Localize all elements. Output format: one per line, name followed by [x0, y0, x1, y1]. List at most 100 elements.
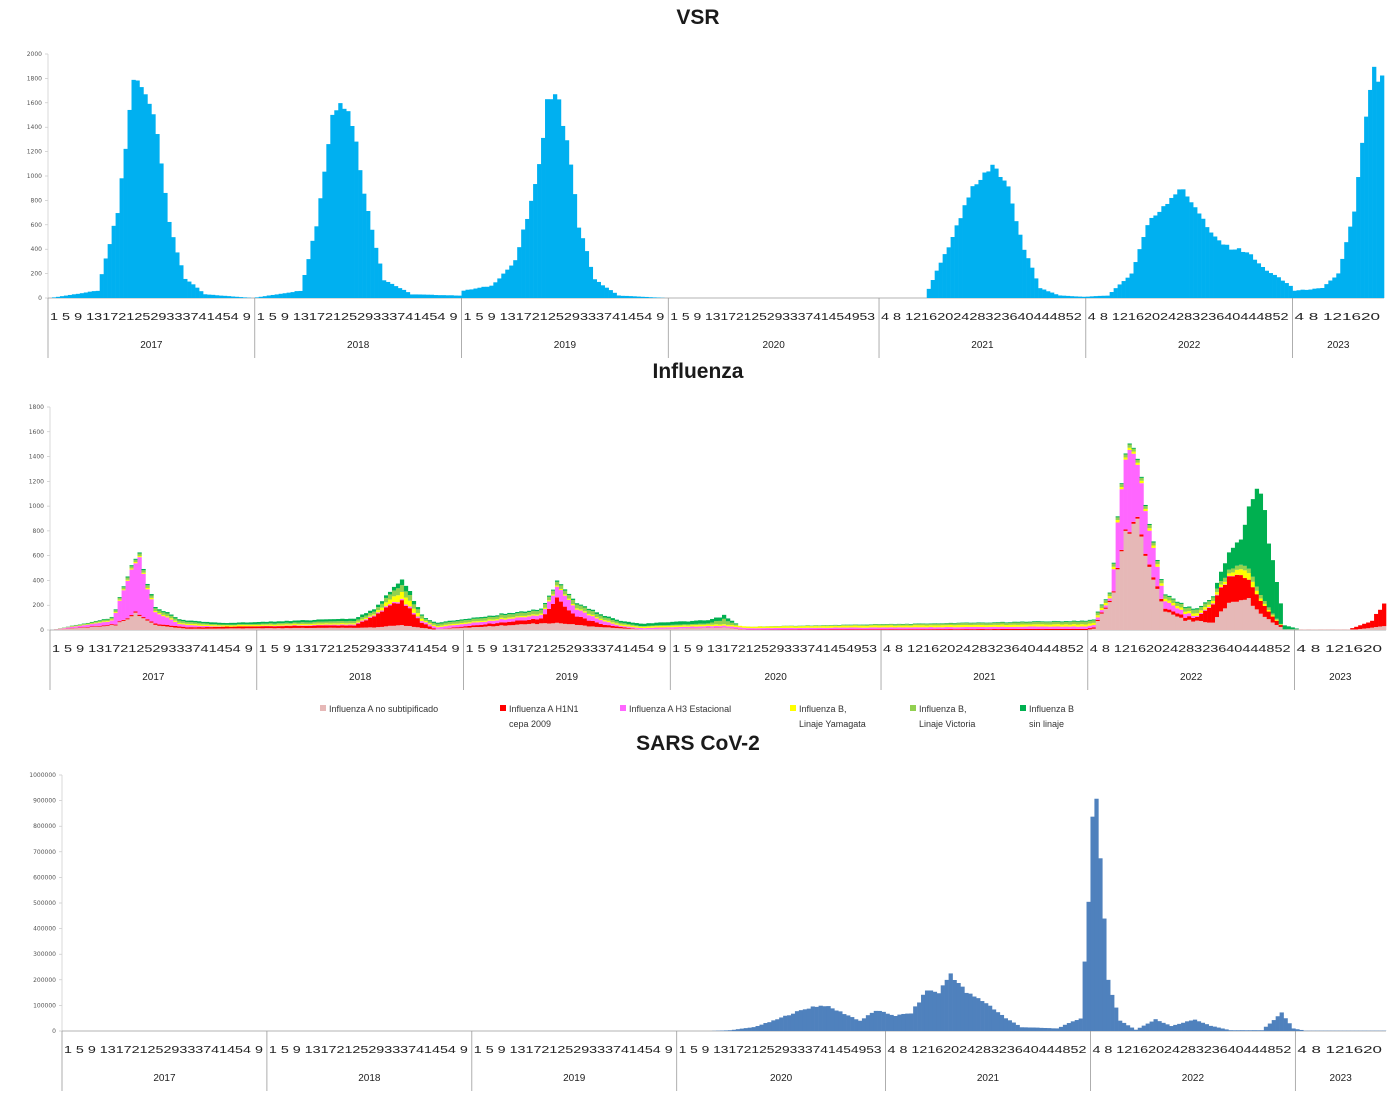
- influenza-bar-segment: [439, 623, 444, 626]
- influenza-week-labels-2017: 1 5 9 1317212529333741454 9: [52, 644, 253, 655]
- influenza-bar-segment: [173, 620, 178, 622]
- influenza-bar-segment: [554, 581, 560, 586]
- influenza-bar-segment: [380, 601, 385, 604]
- vsr-bar: [1380, 75, 1385, 299]
- sars-bar: [755, 1026, 760, 1031]
- influenza-bar-segment: [1095, 617, 1101, 620]
- vsr-bar: [218, 295, 224, 298]
- vsr-bar: [616, 295, 621, 298]
- vsr-bar: [1161, 206, 1166, 298]
- influenza-bar-segment: [256, 626, 262, 629]
- influenza-bar-segment: [574, 604, 580, 609]
- influenza-bar-segment: [209, 624, 214, 626]
- influenza-bar-segment: [721, 624, 727, 626]
- influenza-bar-segment: [332, 621, 337, 624]
- influenza-bar-segment: [352, 621, 357, 624]
- sars-bar: [1212, 1026, 1217, 1031]
- influenza-bar-segment: [1378, 626, 1383, 630]
- influenza-bar-segment: [57, 629, 63, 630]
- sars-bar: [1047, 1028, 1052, 1031]
- influenza-bar-segment: [372, 615, 377, 617]
- influenza-bar-segment: [1052, 620, 1057, 622]
- influenza-bar-segment: [642, 626, 647, 629]
- influenza-bar-segment: [380, 607, 385, 611]
- influenza-bar-segment: [845, 625, 850, 628]
- influenza-bar-segment: [220, 622, 226, 625]
- sars-bar: [857, 1020, 863, 1031]
- influenza-bar-segment: [527, 619, 532, 624]
- vsr-bar: [1240, 251, 1246, 298]
- influenza-bar-segment: [133, 563, 138, 612]
- influenza-bar-segment: [209, 628, 214, 630]
- influenza-bar-segment: [1207, 607, 1212, 623]
- influenza-bar-segment: [1282, 629, 1287, 630]
- influenza-bar-segment: [618, 628, 623, 630]
- influenza-bar-segment: [177, 619, 182, 621]
- influenza-bar-segment: [892, 629, 898, 630]
- influenza-bar-segment: [654, 625, 659, 627]
- influenza-bar-segment: [662, 622, 667, 626]
- influenza-bar-segment: [185, 627, 190, 629]
- sars-bar: [787, 1015, 792, 1031]
- influenza-bar-segment: [972, 624, 977, 627]
- influenza-bar-segment: [161, 612, 166, 615]
- influenza-bar-segment: [1055, 626, 1061, 629]
- vsr-bar: [183, 278, 188, 298]
- influenza-bar-segment: [324, 623, 329, 625]
- influenza-bar-segment: [1163, 601, 1168, 609]
- influenza-week-labels-2022: 4 8 1216202428323640444852: [1090, 644, 1291, 655]
- influenza-bar-segment: [964, 626, 969, 630]
- influenza-bar-segment: [539, 609, 544, 614]
- vsr-bar: [437, 295, 442, 298]
- influenza-bar-segment: [574, 608, 580, 610]
- influenza-bar-segment: [1171, 602, 1176, 606]
- sars-bar: [972, 996, 977, 1031]
- influenza-bar-segment: [1346, 629, 1351, 630]
- influenza-bar-segment: [332, 623, 337, 625]
- influenza-bar-segment: [881, 624, 886, 626]
- influenza-bar-segment: [658, 628, 663, 630]
- vsr-bar: [509, 265, 514, 298]
- influenza-bar-segment: [590, 611, 596, 615]
- influenza-bar-segment: [1215, 592, 1220, 595]
- sars-y-tick-label: 900000: [33, 798, 56, 805]
- sars-bar: [1279, 1012, 1284, 1031]
- influenza-bar-segment: [423, 618, 429, 620]
- influenza-bar-segment: [539, 614, 544, 619]
- influenza-bar-segment: [900, 627, 906, 630]
- influenza-bar-segment: [547, 596, 552, 601]
- influenza-bar-segment: [300, 625, 305, 628]
- influenza-bar-segment: [881, 625, 886, 628]
- vsr-bar: [1244, 252, 1250, 298]
- vsr-y-tick-label: 2000: [27, 51, 42, 58]
- influenza-bar-segment: [1012, 624, 1017, 627]
- vsr-bar: [1224, 244, 1230, 298]
- influenza-y-tick-label: 1400: [29, 454, 44, 461]
- influenza-bar-segment: [654, 626, 659, 628]
- influenza-bar-segment: [857, 625, 862, 628]
- influenza-bar-segment: [698, 620, 703, 624]
- influenza-bar-segment: [280, 628, 285, 630]
- influenza-bar-segment: [845, 629, 850, 630]
- influenza-bar-segment: [368, 615, 373, 617]
- vsr-bar: [592, 279, 598, 298]
- influenza-bar-segment: [1258, 601, 1264, 614]
- vsr-bar: [346, 111, 351, 298]
- influenza-bar-segment: [1226, 602, 1232, 630]
- influenza-bar-segment: [364, 617, 369, 620]
- influenza-bar-segment: [1091, 619, 1097, 621]
- influenza-bar-segment: [622, 628, 627, 630]
- influenza-bar-segment: [535, 619, 540, 625]
- influenza-bar-segment: [181, 628, 186, 630]
- influenza-bar-segment: [1262, 603, 1268, 606]
- influenza-bar-segment: [217, 626, 222, 629]
- sars-bar: [1118, 1020, 1123, 1031]
- influenza-bar-segment: [777, 627, 782, 630]
- influenza-bar-segment: [113, 612, 118, 613]
- influenza-bar-segment: [483, 624, 488, 627]
- influenza-bar-segment: [205, 628, 210, 630]
- influenza-bar-segment: [399, 579, 405, 586]
- legend-swatch: [1020, 705, 1026, 711]
- influenza-bar-segment: [232, 625, 238, 627]
